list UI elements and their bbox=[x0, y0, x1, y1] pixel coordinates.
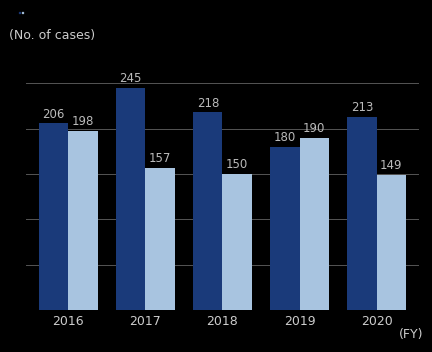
Text: 245: 245 bbox=[120, 72, 142, 85]
Text: 213: 213 bbox=[351, 101, 373, 114]
Text: 206: 206 bbox=[42, 108, 65, 121]
Text: 218: 218 bbox=[197, 97, 219, 110]
Bar bbox=[299, 138, 329, 310]
Legend: , : , bbox=[19, 11, 24, 14]
Bar bbox=[39, 123, 68, 310]
Text: 198: 198 bbox=[72, 115, 94, 128]
Bar bbox=[270, 147, 299, 310]
Text: 157: 157 bbox=[149, 152, 171, 165]
Text: (No. of cases): (No. of cases) bbox=[9, 29, 95, 42]
Bar bbox=[116, 88, 146, 310]
Bar bbox=[68, 131, 98, 310]
Bar bbox=[146, 168, 175, 310]
Bar bbox=[193, 112, 222, 310]
Text: 190: 190 bbox=[303, 122, 325, 135]
Text: (FY): (FY) bbox=[399, 328, 423, 341]
Bar bbox=[347, 117, 377, 310]
Bar bbox=[222, 174, 252, 310]
Text: 149: 149 bbox=[380, 159, 403, 172]
Text: 150: 150 bbox=[226, 158, 248, 171]
Bar bbox=[377, 175, 406, 310]
Text: 180: 180 bbox=[274, 131, 296, 144]
